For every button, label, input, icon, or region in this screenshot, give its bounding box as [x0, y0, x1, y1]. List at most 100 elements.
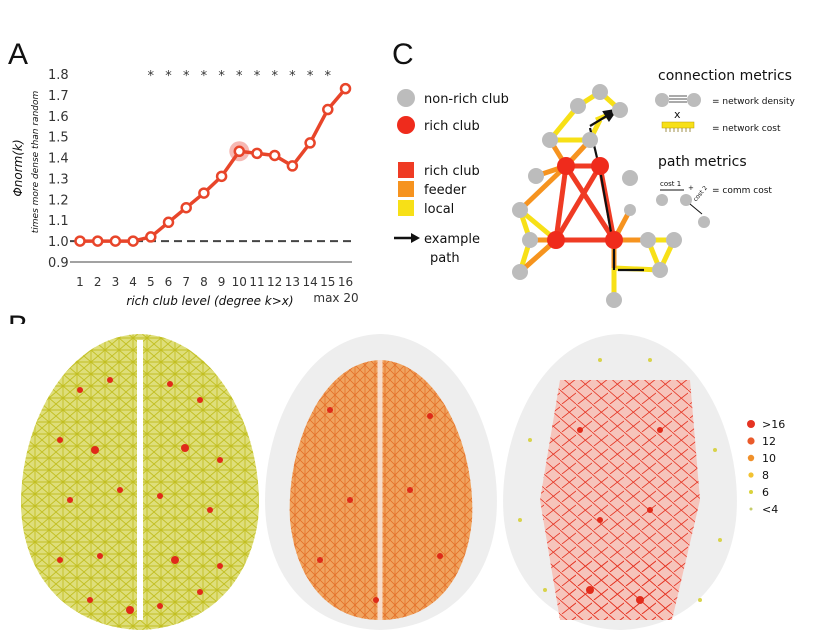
degree-legend: >16 12 10 8 6 <4 [747, 418, 785, 516]
y-tick-label: 1.1 [48, 214, 69, 229]
x-tick-label: 3 [112, 275, 120, 289]
legend-arrowhead-icon [411, 233, 420, 243]
data-point [304, 137, 316, 149]
significance-marker: * [148, 69, 155, 84]
degree-legend-label: >16 [762, 418, 785, 431]
x-tick-label: 6 [165, 275, 173, 289]
non-rich-nodes [512, 84, 682, 308]
path-node-2 [680, 194, 692, 206]
significance-marker: * [183, 69, 190, 84]
degree-legend-dot [749, 507, 753, 511]
path-metrics-title: path metrics [658, 154, 747, 170]
data-point [145, 231, 157, 243]
chart-xlabel: rich club level (degree k>x) [126, 294, 293, 308]
data-point [180, 201, 192, 214]
local-edges [517, 89, 677, 300]
data-point [162, 216, 175, 229]
legend-rich-node-label: rich club [424, 119, 480, 134]
legend-path-label: path [430, 251, 460, 266]
x-tick-label: 2 [94, 275, 102, 289]
legend-feeder-label: feeder [424, 183, 467, 198]
x-tick-label: 10 [232, 275, 247, 289]
legend-non-rich-label: non-rich club [424, 92, 509, 107]
connection-metrics-title: connection metrics [658, 68, 792, 84]
x-tick-label: 16 [338, 275, 353, 289]
chart-x-max-note: max 20 [313, 291, 358, 305]
x-tick-label: 1 [76, 275, 84, 289]
legend-rich-edge-label: rich club [424, 164, 480, 179]
x-tick-label: 15 [320, 275, 335, 289]
data-point [322, 103, 334, 116]
y-tick-label: 1.2 [48, 193, 69, 208]
data-point [109, 235, 122, 247]
significance-marker: * [218, 69, 225, 84]
x-tick-label: 9 [218, 275, 226, 289]
data-point [251, 147, 263, 160]
degree-legend-label: 12 [762, 435, 776, 448]
brain-rich-club [503, 334, 737, 630]
degree-legend-dot [747, 437, 755, 445]
data-point [91, 235, 104, 247]
density-node-left [655, 93, 669, 107]
legend-local-label: local [424, 202, 454, 217]
cost-label: = network cost [712, 124, 781, 134]
y-tick-label: 1.8 [48, 68, 69, 83]
density-lines-icon [669, 95, 687, 103]
data-point [286, 160, 299, 172]
x-tick-label: 12 [267, 275, 282, 289]
y-tick-label: 1.5 [48, 131, 69, 146]
significance-marker: * [236, 69, 243, 84]
significance-marker: * [254, 69, 261, 84]
legend-feeder-swatch [398, 181, 414, 197]
data-point [215, 170, 228, 183]
significance-marker: * [201, 69, 208, 84]
degree-legend-dot [747, 454, 755, 462]
significance-marker: * [289, 69, 296, 84]
panel-label-c: C [392, 38, 414, 71]
comm-cost-label: = comm cost [712, 186, 772, 196]
legend-rich-edge-swatch [398, 162, 414, 178]
density-node-right [687, 93, 701, 107]
degree-legend-label: 6 [762, 486, 769, 499]
x-tick-label: 7 [182, 275, 190, 289]
y-tick-label: 1.0 [48, 235, 69, 250]
y-tick-label: 1.6 [48, 110, 69, 125]
data-point [74, 235, 86, 247]
legend-example-label: example [424, 232, 480, 247]
degree-legend-dot [749, 490, 753, 494]
panel-label-a: A [8, 38, 29, 71]
path-node-1 [656, 194, 668, 206]
x-tick-label: 13 [285, 275, 300, 289]
cost-ruler-ticks [665, 128, 691, 132]
x-tick-label: 5 [147, 275, 155, 289]
brain-panels: >16 12 10 8 6 <4 [8, 324, 812, 630]
rich-club-chart: 0.91.01.11.21.31.41.51.61.71.81 2 3 4 5 6 7 8 9 1… [11, 68, 359, 308]
cost2-arrow-icon [689, 203, 703, 215]
data-point [268, 149, 281, 162]
y-tick-label: 0.9 [48, 256, 69, 271]
significance-marker: * [271, 69, 278, 84]
degree-legend-label: 10 [762, 452, 776, 465]
path-node-3 [698, 216, 710, 228]
significance-marker: * [325, 69, 332, 84]
legend-non-rich-node [397, 89, 415, 107]
degree-legend-dot [748, 472, 754, 478]
data-point [198, 187, 210, 199]
cost2-label: cost 2 [692, 185, 709, 204]
significance-marker: * [165, 69, 172, 84]
brain-local [21, 334, 259, 630]
density-label: = network density [712, 97, 795, 107]
data-point [339, 82, 352, 95]
legend-local-swatch [398, 200, 414, 216]
x-tick-label: 8 [200, 275, 208, 289]
cross-symbol: x [674, 108, 681, 121]
rich-club-nodes [547, 157, 623, 249]
network-schematic: non-rich club rich club rich club feeder… [394, 68, 795, 308]
data-point [233, 145, 246, 158]
series-line [80, 87, 347, 243]
degree-legend-label: 8 [762, 469, 769, 482]
chart-ylabel-sub: times more dense than random [31, 91, 41, 234]
y-tick-label: 1.4 [48, 152, 69, 167]
chart-ylabel-main: Φnorm(k) [11, 139, 25, 196]
degree-legend-label: <4 [762, 503, 778, 516]
